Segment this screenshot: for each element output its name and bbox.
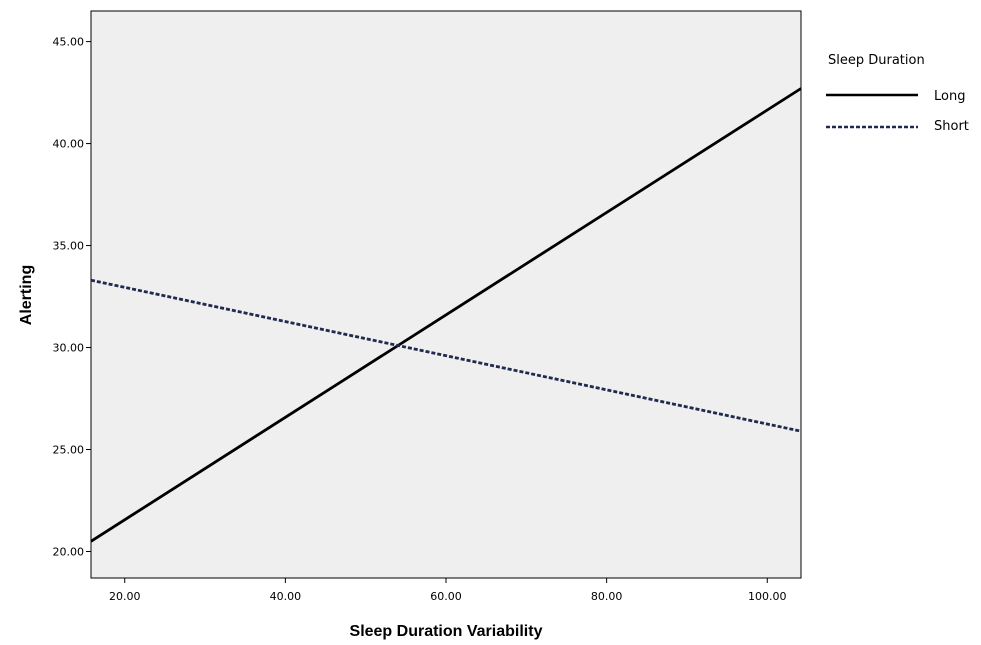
x-tick-label: 80.00 (591, 590, 623, 603)
y-tick-label: 35.00 (53, 240, 85, 253)
y-axis: 20.00 25.00 30.00 35.00 40.00 45.00 (53, 36, 91, 558)
x-tick-label: 20.00 (109, 590, 141, 603)
y-tick-label: 40.00 (53, 138, 85, 151)
x-tick-label: 60.00 (430, 590, 462, 603)
legend-title: Sleep Duration (828, 53, 925, 68)
y-tick-label: 45.00 (53, 36, 85, 49)
x-tick-label: 40.00 (270, 590, 302, 603)
legend: Sleep Duration Long Short (826, 53, 969, 134)
x-axis-title: Sleep Duration Variability (350, 623, 543, 640)
x-tick-label: 100.00 (748, 590, 787, 603)
y-tick-label: 30.00 (53, 342, 85, 355)
y-tick-label: 25.00 (53, 444, 85, 457)
series-layer (90, 87, 802, 543)
plot-area (90, 10, 802, 579)
legend-label-long: Long (934, 89, 965, 104)
legend-label-short: Short (934, 119, 969, 134)
series-line-long (90, 87, 802, 543)
y-axis-title: Alerting (18, 265, 35, 325)
series-line-short (90, 278, 802, 433)
x-axis: 20.00 40.00 60.00 80.00 100.00 (109, 578, 787, 603)
y-tick-label: 20.00 (53, 545, 85, 558)
